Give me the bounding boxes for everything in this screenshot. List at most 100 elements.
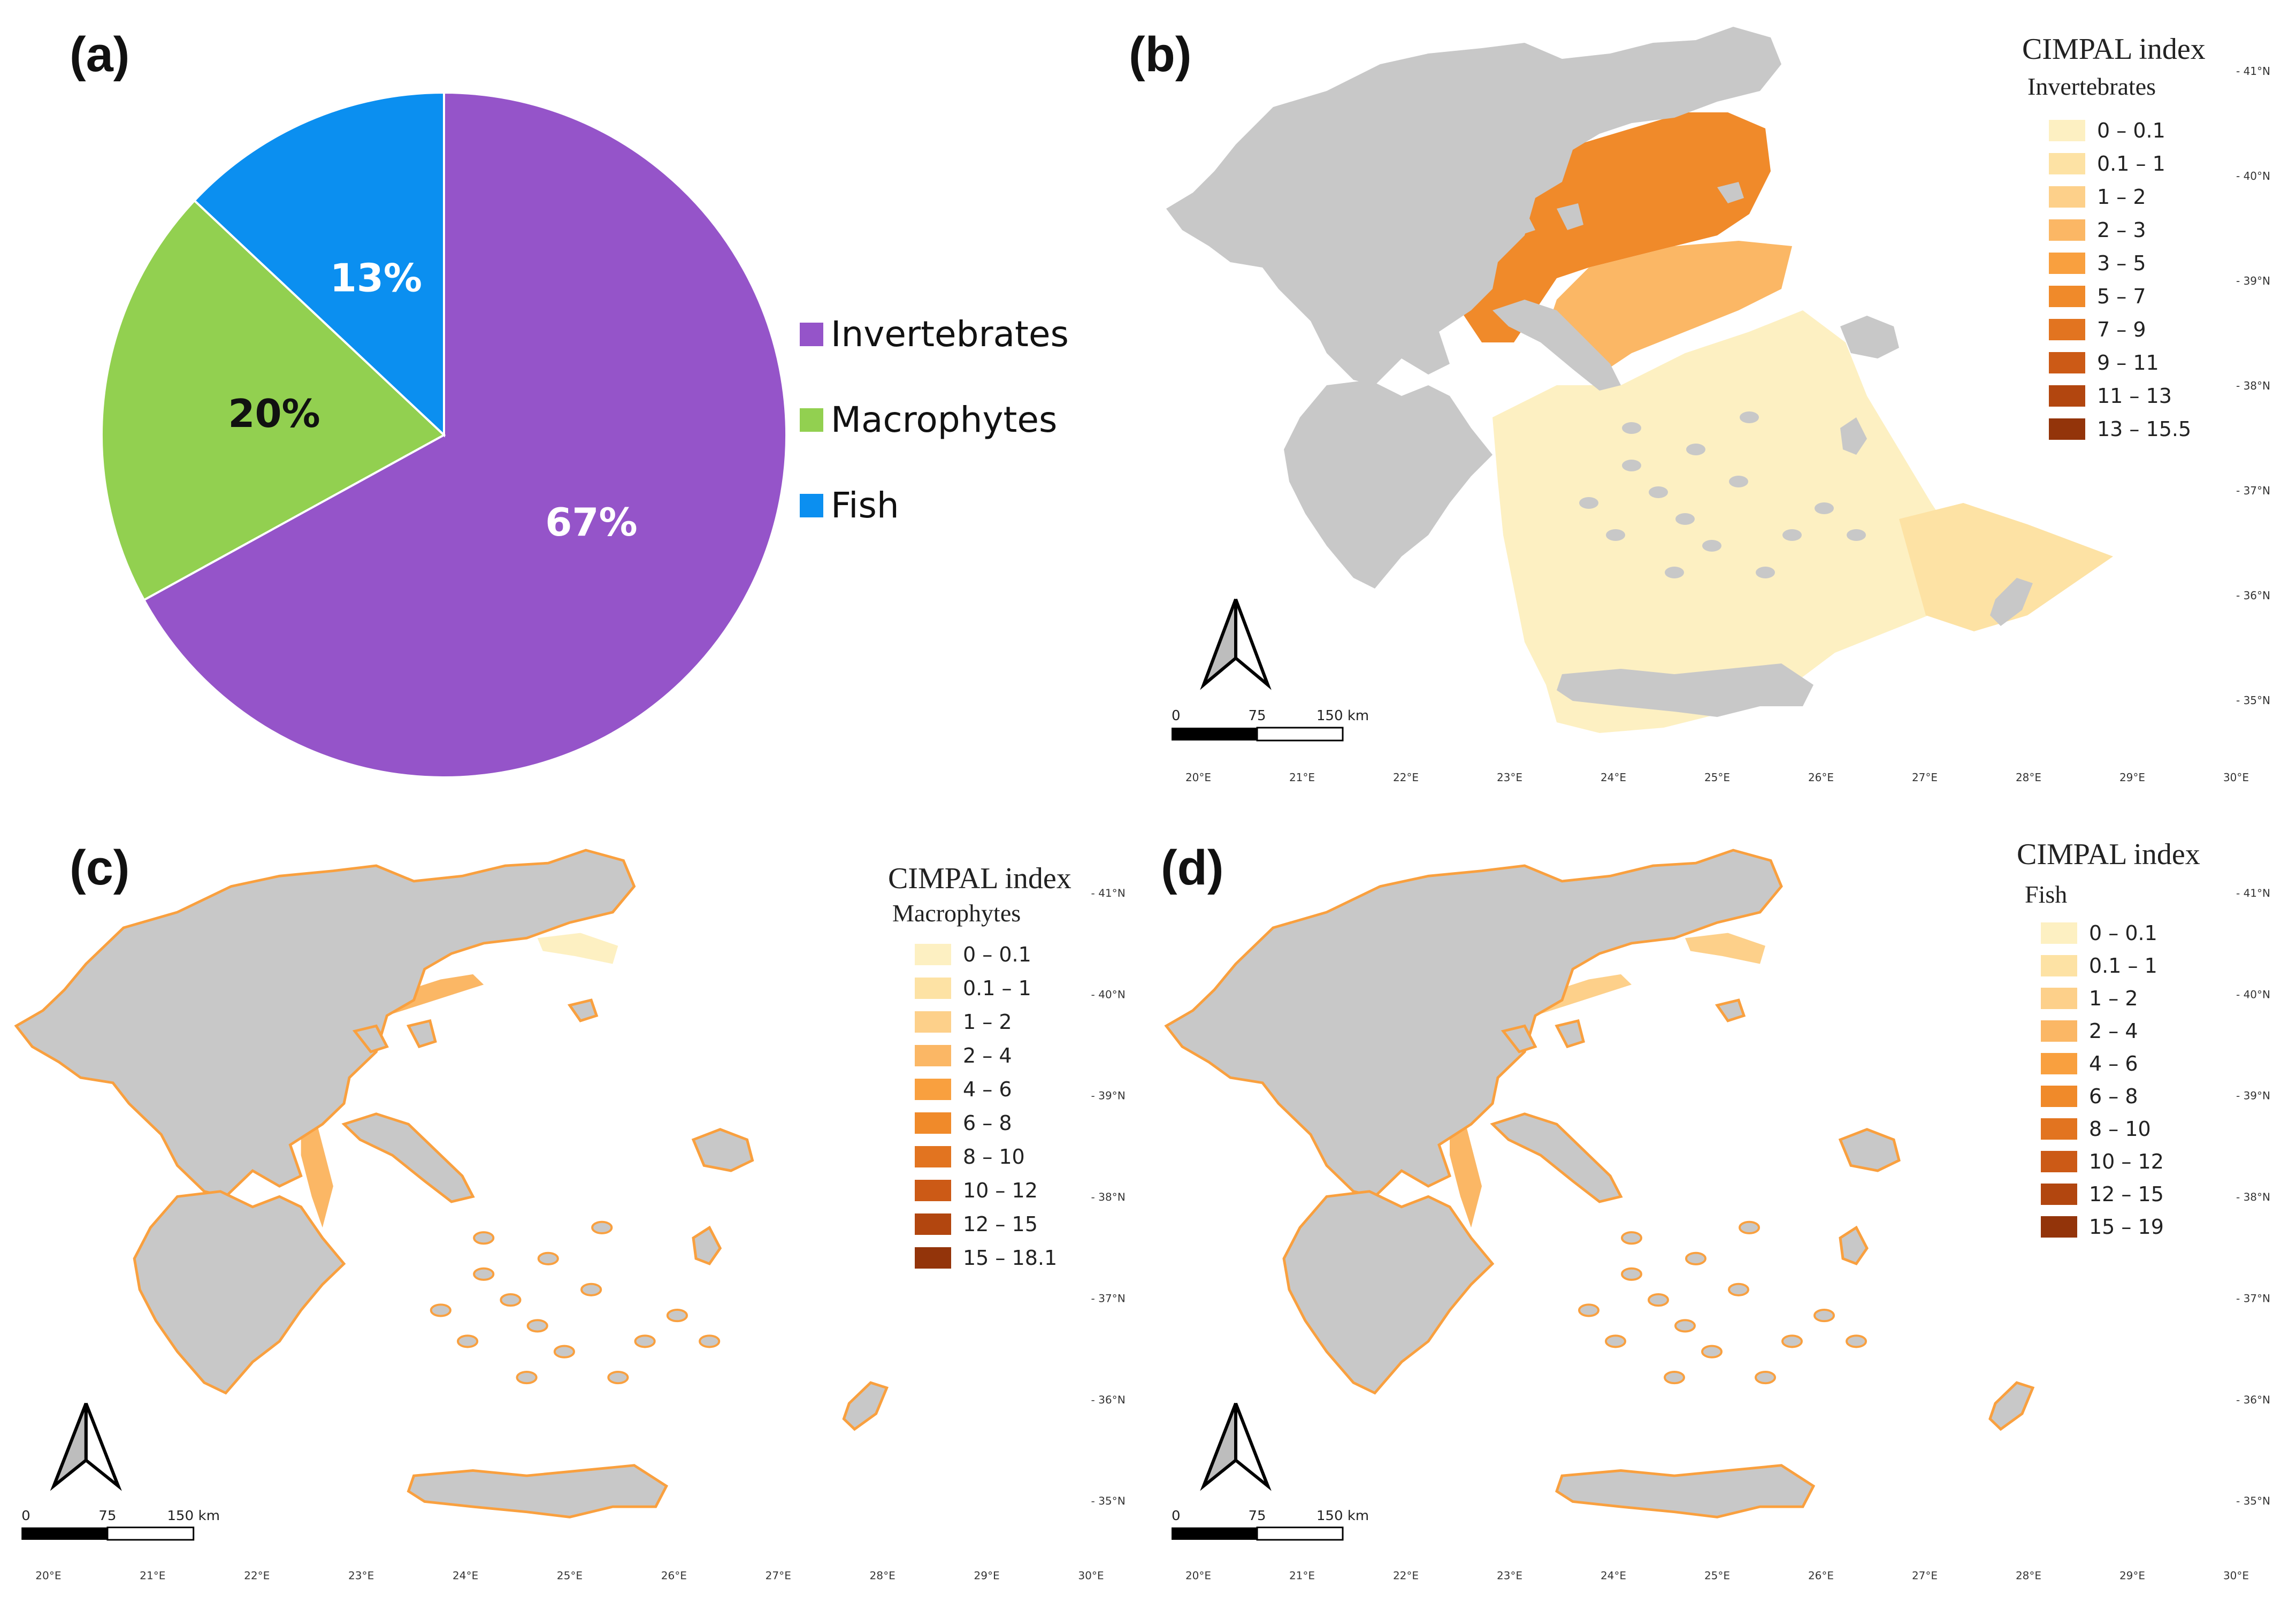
pie-data-label: 20%: [228, 391, 320, 436]
longitude-label: 20°E: [35, 1570, 61, 1582]
legend-label: 0.1 – 1: [2089, 954, 2157, 978]
legend-item: 5 – 7: [2049, 284, 2146, 309]
scale-label: 75: [1248, 1508, 1266, 1524]
legend-swatch: [915, 1079, 951, 1100]
legend-swatch: [2049, 418, 2085, 440]
legend-swatch: [800, 408, 823, 432]
legend-label: 1 – 2: [2089, 987, 2138, 1010]
legend-swatch: [915, 1180, 951, 1201]
legend-swatch: [2049, 219, 2085, 241]
legend-label: 5 – 7: [2097, 285, 2146, 308]
island: [1621, 1231, 1642, 1245]
island: [1648, 1293, 1669, 1307]
legend-item: 15 – 19: [2041, 1214, 2164, 1240]
legend-swatch: [2049, 186, 2085, 208]
legend-item: 2 – 4: [915, 1043, 1012, 1068]
island: [1701, 1345, 1723, 1358]
latitude-label: - 39°N: [2236, 274, 2270, 287]
legend-label: 0 – 0.1: [2089, 921, 2157, 945]
land-area: [1990, 578, 2033, 626]
legend-label: 15 – 18.1: [963, 1246, 1058, 1270]
legend-swatch: [2041, 1216, 2077, 1238]
legend-label: 9 – 11: [2097, 351, 2159, 375]
legend-item: 1 – 2: [2049, 184, 2146, 210]
island: [1729, 476, 1748, 487]
island: [1686, 444, 1705, 455]
legend-subtitle: Fish: [2025, 881, 2068, 908]
island: [634, 1334, 656, 1348]
legend-label: 0 – 0.1: [963, 943, 1031, 966]
longitude-label: 28°E: [2016, 1570, 2041, 1582]
legend-item: 1 – 2: [915, 1009, 1012, 1035]
legend-label: 15 – 19: [2089, 1215, 2164, 1239]
island: [591, 1220, 613, 1234]
longitude-label: 30°E: [1078, 1570, 1104, 1582]
legend-label: 6 – 8: [2089, 1085, 2138, 1108]
longitude-label: 27°E: [766, 1570, 791, 1582]
legend-item: 10 – 12: [915, 1178, 1038, 1203]
scale-bar: 0 75 150 km: [21, 1508, 220, 1541]
legend-item: 1 – 2: [2041, 986, 2138, 1011]
legend-swatch: [2041, 922, 2077, 944]
scale-bar: 0 75 150 km: [1172, 708, 1369, 742]
legend-label: 6 – 8: [963, 1111, 1012, 1135]
land-area: [691, 1128, 754, 1172]
longitude-label: 29°E: [974, 1570, 999, 1582]
longitude-label: 27°E: [1912, 1570, 1938, 1582]
map-canvas: 20°E 21°E 22°E 23°E 24°E 25°E 26°E 27°E 28°E 29°E…: [1164, 849, 2270, 1582]
land-area: [1840, 417, 1867, 455]
island: [1781, 1334, 1803, 1348]
pie-chart: 67% 20% 13%: [101, 91, 787, 778]
legend-title: CIMPAL index: [2022, 33, 2206, 66]
north-arrow-icon: [50, 1402, 122, 1491]
island: [553, 1345, 575, 1358]
legend-label: 1 – 2: [963, 1010, 1012, 1034]
land-area: [1838, 1128, 1901, 1172]
legend-swatch: [2049, 120, 2085, 141]
scale-label: 0: [21, 1508, 30, 1524]
longitude-label: 21°E: [140, 1570, 165, 1582]
pie-slice-macrophytes: [101, 199, 446, 602]
north-arrow-icon: [1200, 1402, 1272, 1491]
legend-label: 13 – 15.5: [2097, 417, 2192, 441]
longitude-label: 24°E: [1601, 771, 1626, 784]
longitude-label: 20°E: [1185, 771, 1211, 784]
legend-swatch: [2041, 1118, 2077, 1140]
map-fish: 20°E 21°E 22°E 23°E 24°E 25°E 26°E 27°E 28°E 29°E…: [1150, 835, 2295, 1600]
legend-item: 15 – 18.1: [915, 1245, 1057, 1271]
scale-label: 0: [1172, 1508, 1181, 1524]
legend-label: 8 – 10: [2089, 1117, 2151, 1141]
island: [666, 1309, 688, 1323]
island: [1756, 567, 1775, 578]
latitude-label: - 41°N: [1091, 887, 1125, 899]
index-zone: [537, 933, 618, 964]
legend-item: 9 – 11: [2049, 350, 2159, 376]
legend-swatch: [2049, 253, 2085, 274]
legend-swatch: [2041, 1151, 2077, 1172]
legend-item: 0 – 0.1: [2049, 118, 2165, 143]
legend-label: 12 – 15: [963, 1212, 1038, 1236]
land-area: [14, 849, 636, 1199]
island: [1813, 1309, 1835, 1323]
latitude-label: - 35°N: [2236, 694, 2270, 707]
latitude-label: - 35°N: [1091, 1495, 1125, 1508]
legend-swatch: [2041, 955, 2077, 976]
pie-legend-item: Fish: [800, 485, 899, 526]
island: [699, 1334, 721, 1348]
legend-item: 0.1 – 1: [915, 975, 1031, 1001]
legend-swatch: [2041, 1086, 2077, 1107]
longitude-label: 22°E: [1393, 1570, 1419, 1582]
pie-legend-item: Macrophytes: [800, 399, 1057, 440]
land-area: [692, 1225, 722, 1265]
latitude-label: - 39°N: [1091, 1090, 1125, 1102]
legend-item: 6 – 8: [2041, 1083, 2138, 1109]
longitude-label: 29°E: [2119, 1570, 2145, 1582]
legend-swatch: [2049, 352, 2085, 373]
legend-swatch: [2041, 988, 2077, 1009]
legend-swatch: [915, 1146, 951, 1167]
legend-label: 2 – 4: [963, 1044, 1012, 1067]
latitude-label: - 37°N: [2236, 1293, 2270, 1305]
island: [1578, 1303, 1599, 1317]
legend-label: 4 – 6: [963, 1078, 1012, 1101]
legend-swatch: [915, 944, 951, 965]
